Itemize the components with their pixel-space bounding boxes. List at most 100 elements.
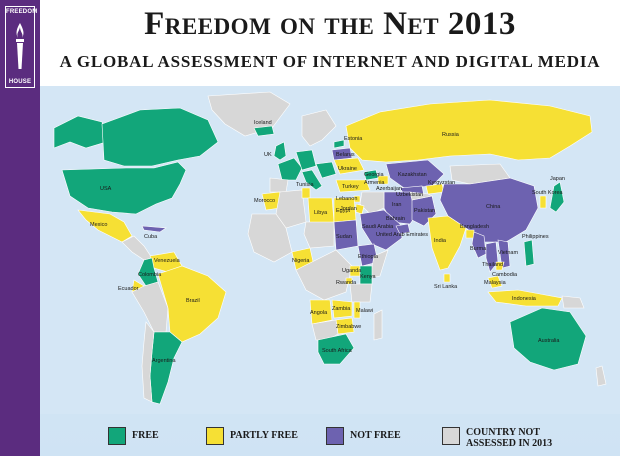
label-china: China [486, 204, 501, 210]
label-saudi-arabia: Saudi Arabia [362, 224, 394, 230]
country-philippines [523, 239, 535, 267]
legend-item-not-assessed: COUNTRY NOT ASSESSED IN 2013 [442, 427, 553, 449]
label-zambia: Zambia [332, 306, 351, 312]
country-germany [295, 149, 317, 171]
legend-swatch-not-free [326, 427, 344, 445]
country-zambia [331, 299, 353, 319]
label-estonia: Estonia [344, 136, 363, 142]
label-bangladesh: Bangladesh [460, 224, 489, 230]
country-australia [509, 307, 587, 371]
country-france [277, 157, 303, 181]
label-philippines: Philippines [522, 234, 549, 240]
label-georgia: Georgia [364, 172, 385, 178]
country-turkey [335, 179, 371, 193]
country-afghanistan [409, 191, 433, 201]
label-south-korea: South Korea [532, 190, 564, 196]
map-legend: FREE PARTLY FREE NOT FREE COUNTRY NOT AS… [40, 418, 620, 456]
freedom-house-logo: FREEDOM HOUSE [5, 6, 38, 88]
label-indonesia: Indonesia [512, 296, 537, 302]
label-argentina: Argentina [152, 358, 176, 364]
label-malaysia: Malaysia [484, 280, 507, 286]
country-iberia [269, 177, 289, 193]
country-alaska [53, 115, 107, 149]
country-saudi-arabia [359, 209, 403, 251]
country-west-africa [247, 213, 293, 263]
label-rwanda: Rwanda [336, 280, 357, 286]
country-central-africa [295, 249, 353, 301]
label-venezuela: Venezuela [154, 258, 181, 264]
logo-top-text: FREEDOM [6, 9, 38, 15]
country-uae [395, 223, 411, 235]
label-nigeria: Nigeria [292, 258, 310, 264]
label-brazil: Brazil [186, 298, 200, 304]
country-chile [141, 321, 155, 403]
label-uzbekistan: Uzbekistan [396, 192, 423, 198]
page-title: Freedom on the Net 2013 [144, 6, 516, 42]
country-malaysia [487, 275, 503, 289]
country-indonesia [487, 289, 563, 307]
legend-label-not-assessed-line2: ASSESSED IN 2013 [466, 438, 553, 449]
label-ethiopia: Ethiopia [358, 254, 379, 260]
country-cambodia [495, 261, 505, 271]
label-pakistan: Pakistan [414, 208, 435, 214]
logo-bottom-text: HOUSE [8, 79, 32, 85]
country-japan [549, 181, 565, 213]
label-australia: Australia [538, 338, 560, 344]
country-thailand [485, 241, 499, 273]
label-south-africa: South Africa [322, 348, 353, 354]
label-vietnam: Vietnam [498, 250, 518, 256]
label-uk: UK [264, 152, 272, 158]
label-zimbabwe: Zimbabwe [336, 324, 361, 330]
label-iran: Iran [392, 202, 401, 208]
label-bahrain: Bahrain [386, 216, 405, 222]
country-sri-lanka [443, 273, 451, 283]
country-peru-region [131, 281, 169, 333]
label-angola: Angola [310, 310, 328, 316]
country-canada [101, 107, 219, 167]
label-india: India [434, 238, 447, 244]
country-russia [345, 99, 593, 163]
country-cuba [141, 225, 167, 233]
label-sri-lanka: Sri Lanka [434, 284, 458, 290]
label-kazakhstan: Kazakhstan [398, 172, 427, 178]
legend-swatch-free [108, 427, 126, 445]
country-south-korea [539, 195, 547, 209]
country-south-africa [317, 333, 355, 365]
country-burma [471, 231, 487, 259]
country-chad-region [303, 221, 335, 249]
torch-icon [16, 23, 24, 69]
label-iceland: Iceland [254, 120, 272, 126]
country-madagascar [373, 309, 383, 341]
legend-swatch-partly-free [206, 427, 224, 445]
legend-label-free: FREE [132, 430, 159, 441]
label-ecuador: Ecuador [118, 286, 139, 292]
country-algeria [275, 189, 307, 229]
legend-item-not-free: NOT FREE [326, 427, 401, 447]
world-map: Iceland UK Estonia Russia Belarus Ukrain… [40, 86, 620, 414]
country-azerbaijan [377, 175, 389, 185]
country-iceland [253, 125, 275, 137]
country-papua [561, 295, 585, 309]
legend-label-partly-free: PARTLY FREE [230, 430, 298, 441]
label-mexico: Mexico [90, 222, 107, 228]
label-belarus: Belarus [336, 152, 355, 158]
legend-item-partly-free: PARTLY FREE [206, 427, 298, 447]
label-uganda: Uganda [342, 268, 362, 274]
label-ukraine: Ukraine [338, 166, 357, 172]
label-tunisia: Tunisia [296, 182, 314, 188]
label-thailand: Thailand [482, 262, 503, 268]
country-new-zealand [595, 365, 607, 387]
country-ukraine [333, 157, 365, 175]
country-china [439, 177, 539, 243]
country-vietnam [497, 239, 511, 269]
label-sudan: Sudan [336, 234, 352, 240]
label-cuba: Cuba [144, 234, 158, 240]
label-morocco: Morocco [254, 198, 275, 204]
legend-item-free: FREE [108, 427, 159, 447]
country-brazil [157, 265, 227, 343]
legend-label-not-assessed-line1: COUNTRY NOT [466, 427, 541, 438]
country-scandinavia [301, 109, 337, 147]
label-usa: USA [100, 186, 112, 192]
label-egypt: Egypt [336, 208, 351, 214]
country-malawi [353, 301, 361, 319]
